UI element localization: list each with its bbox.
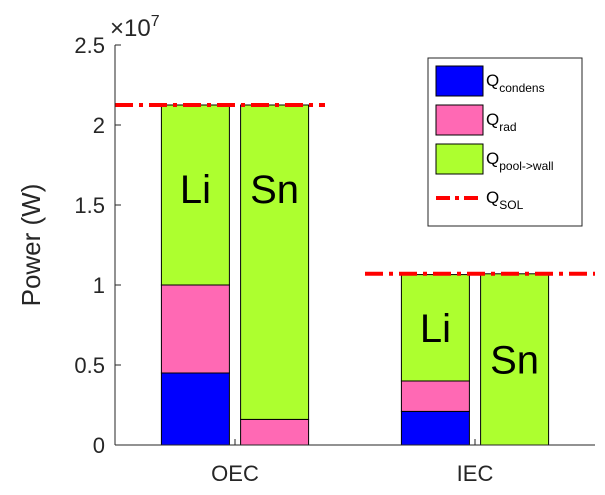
bar-segment-oec-li-condens xyxy=(160,372,230,446)
reference-lines-layer xyxy=(115,103,595,276)
bar-segment-oec-li-rad xyxy=(160,284,230,374)
legend-swatch-rad xyxy=(435,104,484,136)
bar-segment-iec-li-rad xyxy=(400,380,470,412)
bar-label-oec-sn: Sn xyxy=(250,168,299,212)
legend-label-poolwall: Qpool->wall xyxy=(486,149,554,173)
legend-swatch-condens xyxy=(435,65,484,97)
bars-layer: Li Sn Li Sn xyxy=(160,104,550,446)
bar-label-iec-li: Li xyxy=(420,307,451,351)
bar-label-oec-li: Li xyxy=(180,168,211,212)
bar-segment-oec-li-poolwall xyxy=(160,104,230,286)
bar-segment-oec-sn-poolwall xyxy=(240,104,310,420)
legend-swatch-poolwall xyxy=(435,143,484,175)
bar-segment-oec-sn-rad xyxy=(240,418,310,446)
bar-segment-iec-li-condens xyxy=(400,410,470,446)
y-exponent-label: ×107 xyxy=(110,13,160,42)
x-tick-label: IEC xyxy=(457,461,494,486)
legend-label-SOL: QSOL xyxy=(486,188,524,212)
axes-layer: 0 0.5 1 1.5 2 2.5 OEC IEC xyxy=(74,33,595,486)
y-tick-label: 1.5 xyxy=(74,193,105,218)
y-tick-label: 0.5 xyxy=(74,353,105,378)
y-tick-label: 2.5 xyxy=(74,33,105,58)
legend: Qcondens Qrad Qpool->wall QSOL xyxy=(427,57,583,227)
y-axis-title: Power (W) xyxy=(16,184,46,307)
legend-label-condens: Qcondens xyxy=(486,71,545,95)
y-tick-label: 0 xyxy=(93,433,105,458)
legend-label-rad: Qrad xyxy=(486,110,517,134)
y-tick-label: 2 xyxy=(93,113,105,138)
y-tick-label: 1 xyxy=(93,273,105,298)
x-tick-label: OEC xyxy=(211,461,259,486)
bar-label-iec-sn: Sn xyxy=(490,338,539,382)
bar-segment-iec-li-poolwall xyxy=(400,274,470,382)
